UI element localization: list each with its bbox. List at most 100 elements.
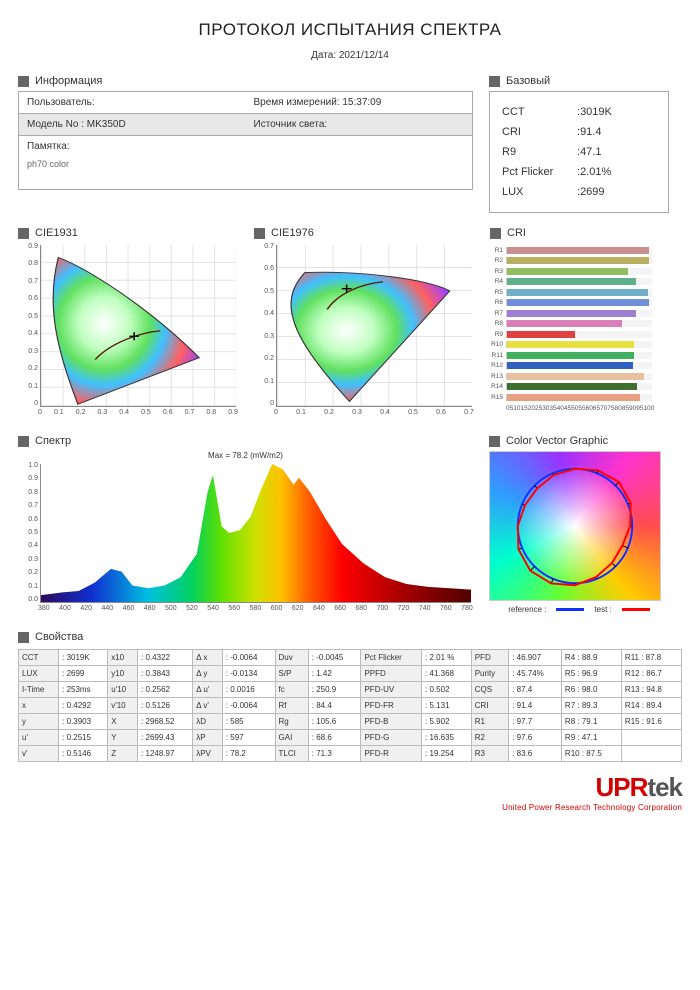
prop-label: R2 [471,730,509,746]
prop-value: : 0.502 [422,682,472,698]
prop-label: PFD-R [361,746,422,762]
cri-bar [507,373,644,380]
logo-subtitle: United Power Research Technology Corpora… [18,803,682,812]
model-value: MK350D [87,119,126,130]
cri-bar [507,362,633,369]
section-cvg-title: Color Vector Graphic [489,435,669,447]
cri-bar [507,383,637,390]
cie1931-chart: 0.90.80.70.60.50.40.30.20.10 00.10.20.30… [18,243,238,421]
prop-value: : 83.6 [509,746,562,762]
prop-value: : 71.3 [308,746,361,762]
time-value: 15:37:09 [342,97,381,108]
basic-value: 2699 [580,186,604,198]
cri-bar-label: R5 [490,289,506,296]
prop-label: Δ u' [193,682,223,698]
cri-bar [507,257,649,264]
prop-label: Δ x [193,650,223,666]
properties-table: CCT: 3019Kx10: 0.4322Δ x: -0.0064Duv: -0… [18,649,682,762]
page-title: ПРОТОКОЛ ИСПЫТАНИЯ СПЕКТРА [18,20,682,40]
prop-value: : 97.6 [509,730,562,746]
prop-value: : 250.9 [308,682,361,698]
prop-label: PFD-G [361,730,422,746]
prop-value: : 41.368 [422,666,472,682]
cri-bar-label: R15 [490,394,506,401]
prop-value: : -0.0064 [222,698,275,714]
prop-value: : 16.635 [422,730,472,746]
cri-bar-label: R4 [490,278,506,285]
spectrum-chart: 1.00.90.80.70.60.50.40.30.20.10.0 380400… [18,462,473,617]
basic-value: 2.01% [580,166,611,178]
prop-cell: R5 : 96.9 [561,666,621,682]
prop-label: CRI [471,698,509,714]
prop-cell: R9 : 47.1 [561,730,621,746]
section-basic-title: Базовый [489,75,669,87]
logo: UPRtek United Power Research Technology … [18,772,682,812]
prop-label: Purity [471,666,509,682]
section-cie1931-title: CIE1931 [18,227,238,239]
prop-label: PFD-B [361,714,422,730]
prop-cell: R15 : 91.6 [621,714,681,730]
cri-bar-label: R3 [490,268,506,275]
section-spectrum-title: Спектр [18,435,473,447]
cri-bar-label: R11 [490,352,506,359]
prop-value: : 2699.43 [138,730,193,746]
prop-value: : 0.2515 [59,730,108,746]
cri-bar [507,341,634,348]
prop-value: : 0.3843 [138,666,193,682]
prop-value: : 46.907 [509,650,562,666]
prop-label: PFD [471,650,509,666]
prop-label: X [108,714,138,730]
prop-label: u' [19,730,59,746]
date-value: 2021/12/14 [339,50,389,61]
memo-label: Памятка: [19,136,472,157]
prop-label: PFD-FR [361,698,422,714]
prop-cell: R12 : 86.7 [621,666,681,682]
prop-label: Δ v' [193,698,223,714]
prop-cell: R11 : 87.8 [621,650,681,666]
prop-label: x10 [108,650,138,666]
cri-bar [507,299,649,306]
prop-value: : 45.74% [509,666,562,682]
prop-value: : 2.01 % [422,650,472,666]
prop-label: Z [108,746,138,762]
cri-chart: R1R2R3R4R5R6R7R8R9R10R11R12R13R14R150510… [490,243,652,411]
cvg-test-label: test : [594,605,611,614]
prop-label: Pct Flicker [361,650,422,666]
prop-label: Δ y [193,666,223,682]
cri-bar [507,320,622,327]
cri-bar-label: R9 [490,331,506,338]
prop-value: : -0.0064 [222,650,275,666]
prop-cell: R7 : 89.3 [561,698,621,714]
prop-label: Rg [275,714,308,730]
prop-value: : -0.0134 [222,666,275,682]
prop-value: : 0.0016 [222,682,275,698]
prop-value: : 1.42 [308,666,361,682]
cvg-test-swatch [622,608,650,611]
cri-bar-label: R8 [490,320,506,327]
cri-bar [507,352,634,359]
section-info-title: Информация [18,75,473,87]
prop-label: v' [19,746,59,762]
cri-bar-label: R2 [490,257,506,264]
basic-label: Pct Flicker [502,166,577,178]
basic-label: CRI [502,126,577,138]
cri-bar-label: R14 [490,383,506,390]
prop-value: : -0.0045 [308,650,361,666]
basic-value: 3019K [580,106,612,118]
basic-value: 91.4 [580,126,601,138]
cri-bar [507,394,640,401]
prop-cell: R13 : 94.8 [621,682,681,698]
prop-label: R3 [471,746,509,762]
cri-bar-label: R1 [490,247,506,254]
prop-value: : 597 [222,730,275,746]
section-cri-title: CRI [490,227,682,239]
basic-label: CCT [502,106,577,118]
prop-value: : 1248.97 [138,746,193,762]
prop-label: I-Time [19,682,59,698]
source-label: Источник света: [254,119,328,130]
prop-label: v'10 [108,698,138,714]
prop-value: : 3019K [59,650,108,666]
cvg-ref-swatch [556,608,584,611]
time-label: Время измерений: [254,97,340,108]
prop-label: PPFD [361,666,422,682]
